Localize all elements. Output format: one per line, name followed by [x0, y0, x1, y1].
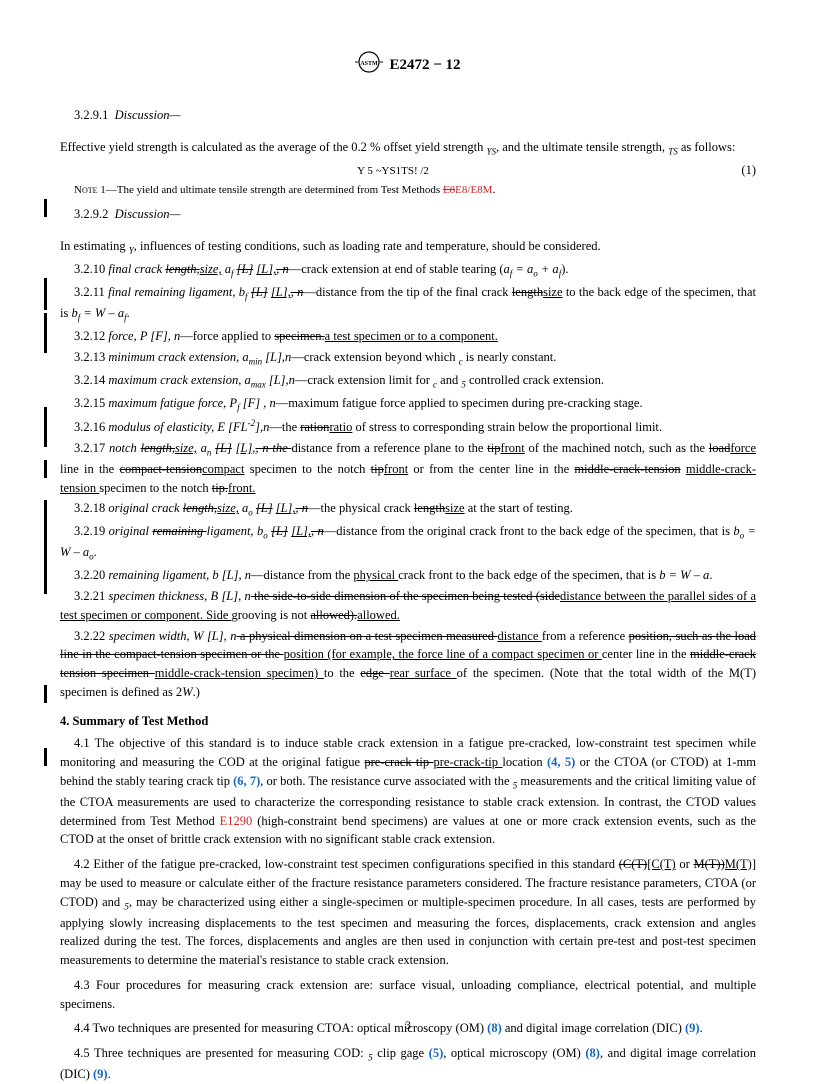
para-4-3: 4.3 Four procedures for measuring crack … [60, 976, 756, 1014]
ref-8b[interactable]: (8) [585, 1046, 600, 1060]
ref-5[interactable]: (5) [429, 1046, 444, 1060]
ref-9b[interactable]: (9) [93, 1067, 108, 1081]
def-3222: 3.2.22 specimen width, W [L], n a physic… [60, 627, 756, 702]
def-3216: 3.2.16 modulus of elasticity, E [FL-2],n… [60, 417, 756, 437]
def-3215: 3.2.15 maximum fatigue force, Pf [F] , n… [60, 394, 756, 415]
change-bar [44, 685, 47, 703]
def-3219: 3.2.19 original remaining ligament, bo [… [60, 522, 756, 564]
change-bar [44, 748, 47, 766]
change-bar [44, 313, 47, 353]
para-4-5: 4.5 Three techniques are presented for m… [60, 1044, 756, 1084]
def-3212: 3.2.12 force, P [F], n—force applied to … [60, 327, 756, 346]
change-bar [44, 278, 47, 310]
eys-intro: Effective yield strength is calculated a… [60, 138, 756, 159]
def-3218: 3.2.18 original crack length,size, ao [L… [60, 499, 756, 520]
para-4-2: 4.2 Either of the fatigue pre-cracked, l… [60, 855, 756, 970]
estimating-line: In estimating Y, influences of testing c… [60, 237, 756, 258]
def-3221: 3.2.21 specimen thickness, B [L], n the … [60, 587, 756, 625]
astm-logo: ASTM [355, 50, 383, 82]
page-header: ASTM E2472 − 12 [60, 50, 756, 82]
ref-6-7[interactable]: (6, 7) [233, 774, 260, 788]
para-4-1: 4.1 The objective of this standard is to… [60, 734, 756, 849]
change-bar [44, 199, 47, 217]
def-3213: 3.2.13 minimum crack extension, amin [L]… [60, 348, 756, 369]
def-3220: 3.2.20 remaining ligament, b [L], n—dist… [60, 566, 756, 585]
link-e8[interactable]: E8/E8M [455, 184, 492, 196]
svg-text:ASTM: ASTM [361, 61, 379, 67]
equation-1: Y 5 ~YS1TS! /2 (1) [60, 161, 756, 180]
ref-4-5[interactable]: (4, 5) [547, 755, 575, 769]
def-3214: 3.2.14 maximum crack extension, amax [L]… [60, 371, 756, 392]
def-3217: 3.2.17 notch length,size, an [L] [L],, n… [60, 439, 756, 498]
change-bar [44, 500, 47, 594]
section-4-heading: 4. Summary of Test Method [60, 712, 756, 731]
discussion-3292: 3.2.9.2 Discussion— [60, 205, 756, 224]
designation: E2472 − 12 [389, 57, 460, 73]
page-number: 3 [0, 1016, 816, 1034]
change-bar [44, 407, 47, 447]
def-3210: 3.2.10 final crack length,size, af [L] [… [60, 260, 756, 281]
note-1: Note 1—The yield and ultimate tensile st… [60, 182, 756, 199]
discussion-3291: 3.2.9.1 Discussion— [60, 106, 756, 125]
def-3211: 3.2.11 final remaining ligament, bf [L] … [60, 283, 756, 325]
change-bar [44, 460, 47, 478]
link-e1290[interactable]: E1290 [220, 814, 253, 828]
